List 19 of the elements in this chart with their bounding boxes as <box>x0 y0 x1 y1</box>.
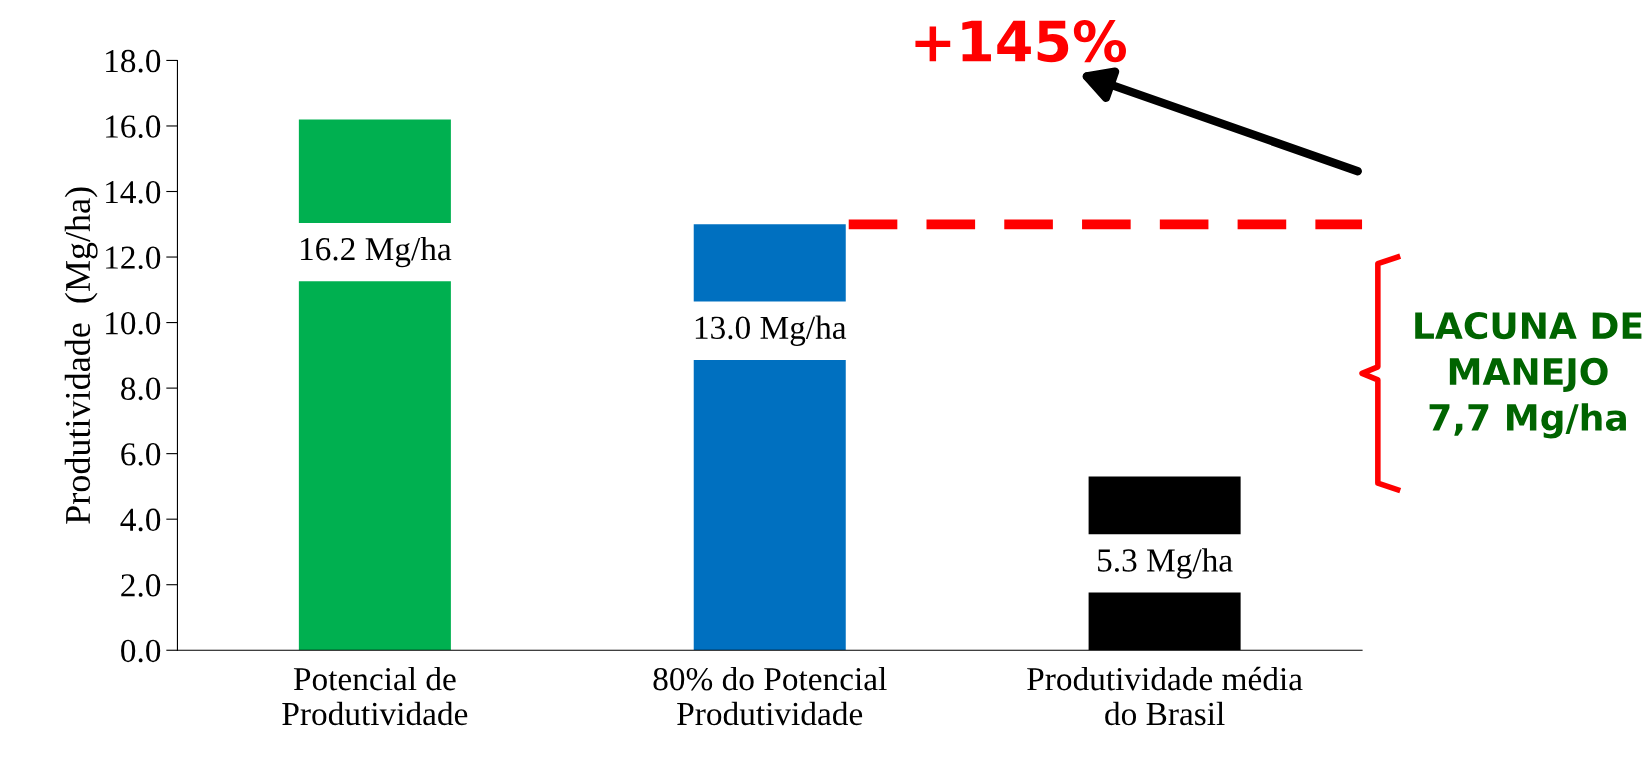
x-tick-label: Produtividade média do Brasil <box>1027 666 1303 726</box>
data-label: 16.2 Mg/ha <box>300 236 452 268</box>
y-tick-label: 10.0 <box>106 311 161 335</box>
data-label: 5.3 Mg/ha <box>1098 548 1233 579</box>
y-tick-label: 2.0 <box>121 574 161 597</box>
y-tick-label: 14.0 <box>106 180 161 204</box>
data-label: 13.0 Mg/ha <box>695 315 847 346</box>
y-tick-label: 0.0 <box>121 639 161 663</box>
y-tick-label: 6.0 <box>121 443 161 466</box>
y-tick-label: 8.0 <box>121 377 161 401</box>
y-tick-label: 4.0 <box>120 508 161 532</box>
x-tick-label: 80% do Potencial Produtividade <box>653 666 887 726</box>
y-axis-title: Produtividade (Mg/ha) <box>64 187 98 524</box>
text: LACUNA DE MANEJO 7,7 Mg/ha <box>1415 311 1642 439</box>
annotation: +145% <box>915 20 1126 63</box>
y-tick-label: 12.0 <box>106 246 161 270</box>
y-tick-label: 16.0 <box>106 115 161 139</box>
x-tick-label: Potencial de Produtividade <box>282 666 468 726</box>
y-tick-label: 18.0 <box>106 49 161 73</box>
